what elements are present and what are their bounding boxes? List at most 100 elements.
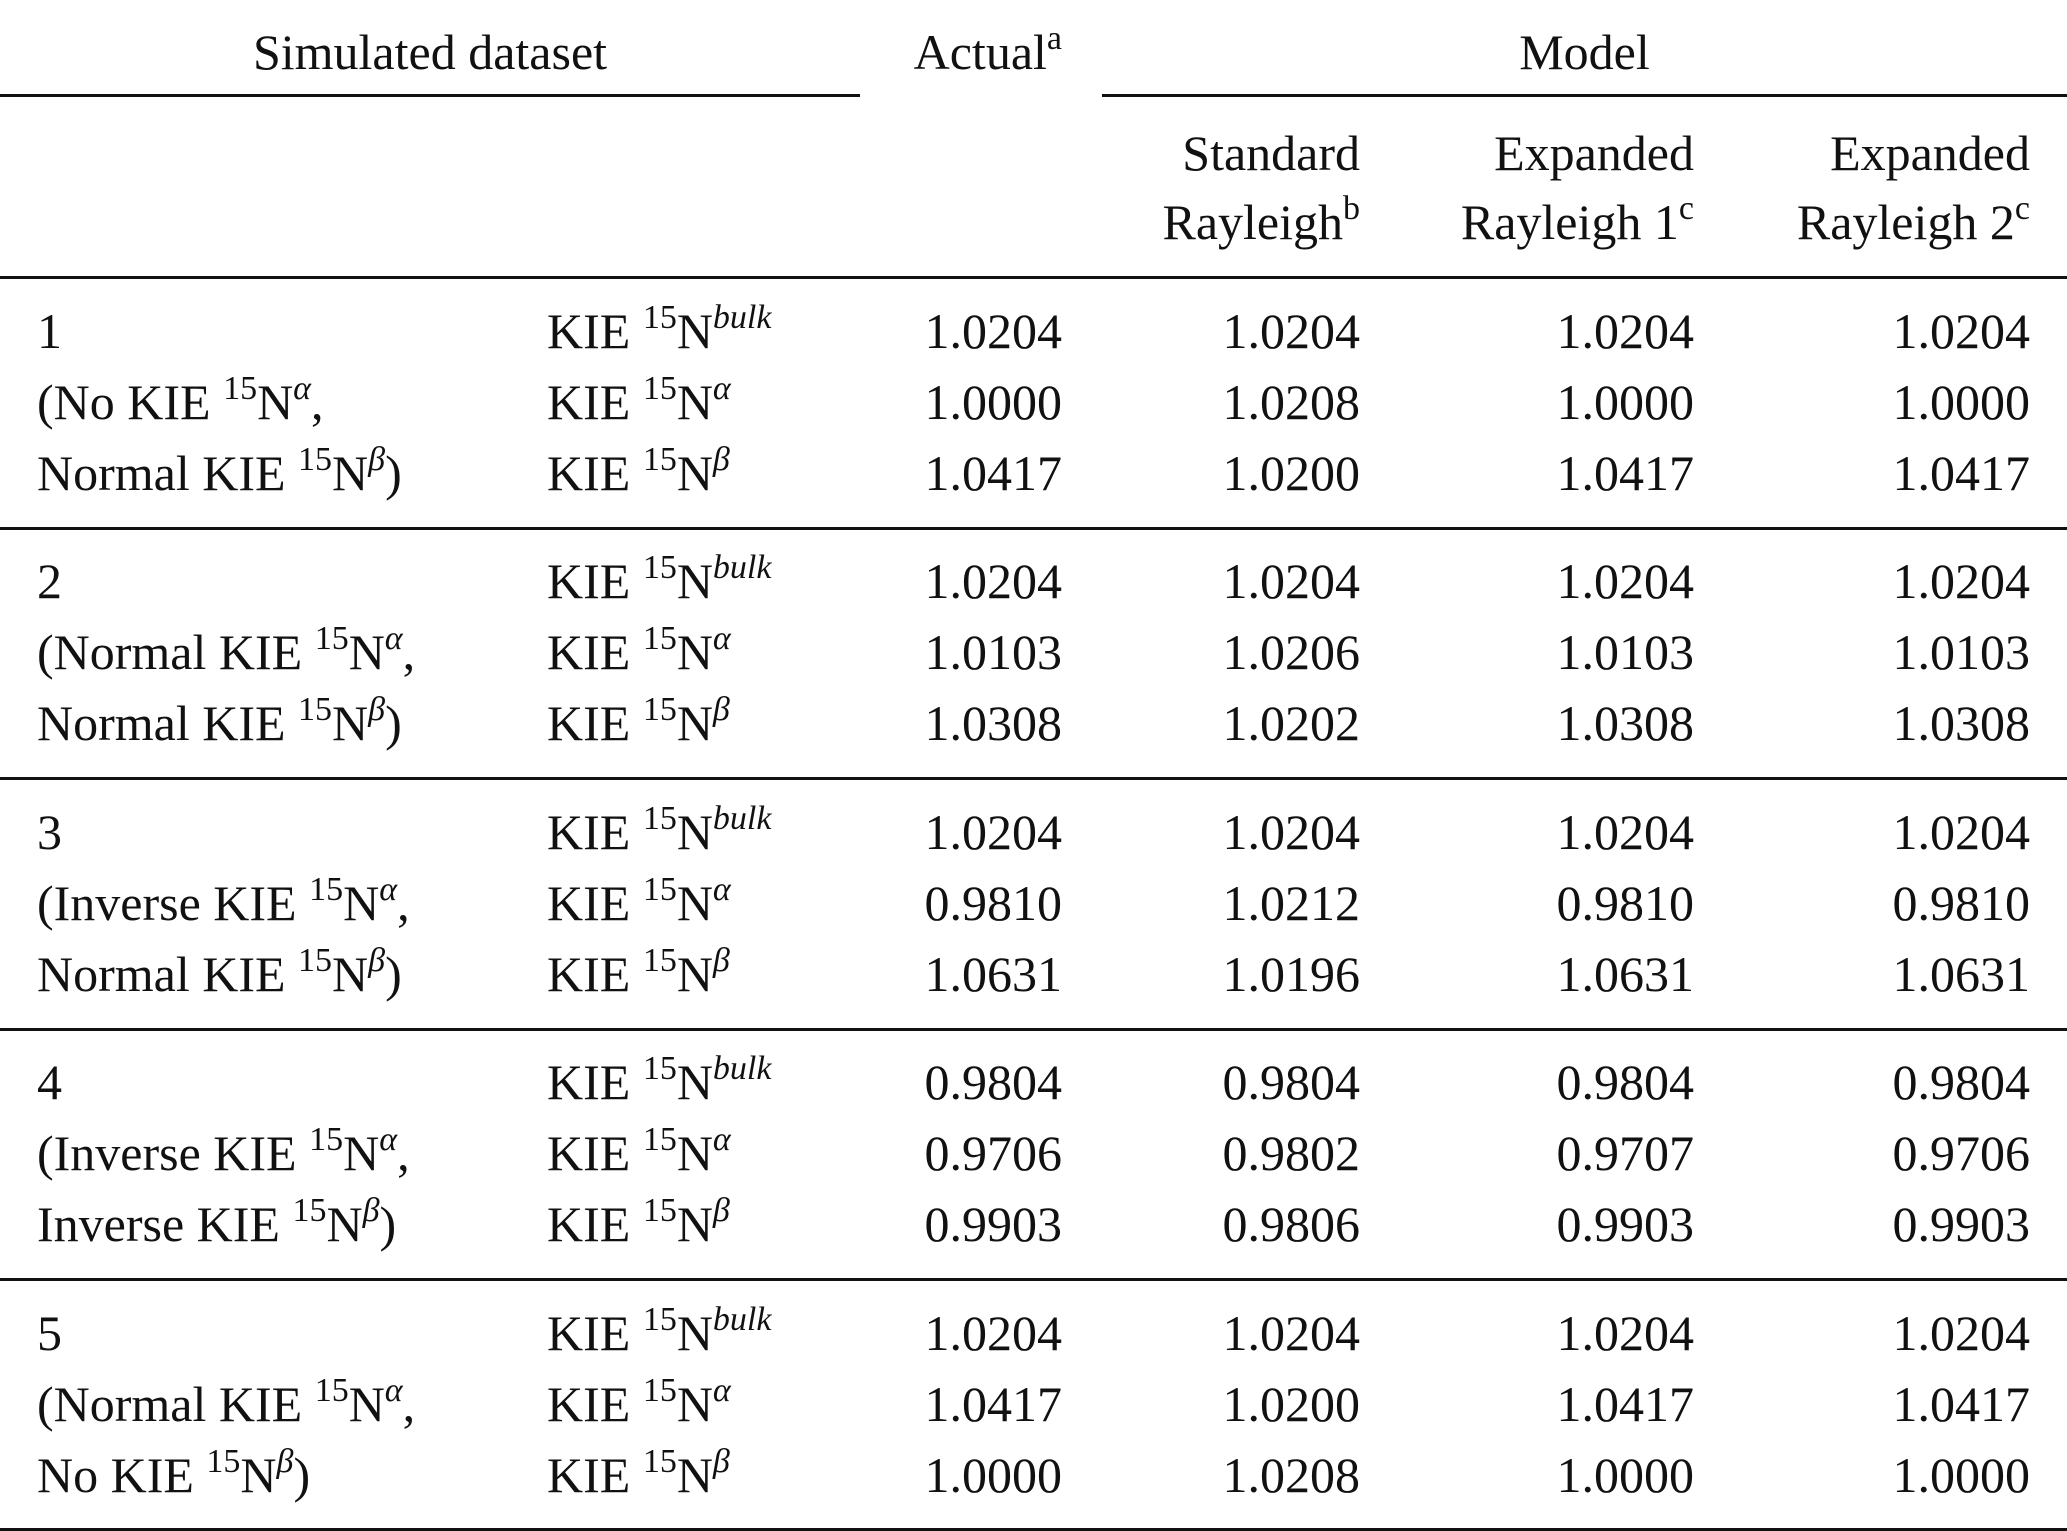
dataset-number: 5 [37,1305,62,1361]
actual-value: 1.0103 [924,624,1063,680]
position-superscript: β [368,942,386,979]
position-superscript: bulk [712,1301,772,1338]
element-symbol: N [676,1305,713,1361]
actual-value: 1.0204 [924,303,1063,359]
group-rule [0,1528,2067,1531]
actual-value: 0.9804 [924,1054,1063,1110]
element-symbol: N [332,695,369,751]
dataset-description: Normal KIE 15Nβ) [37,443,402,501]
element-symbol: N [676,553,713,609]
dataset-description: No KIE 15Nβ) [37,1445,310,1503]
description-end: ) [385,946,402,1002]
element-symbol: N [676,804,713,860]
isotope-mass: 15 [642,441,677,478]
isotope-mass: 15 [298,691,333,728]
model-value: 1.0417 [1892,445,2031,501]
footnote-marker: c [2014,190,2030,227]
description-end: ) [385,445,402,501]
isotope-mass: 15 [642,1372,677,1409]
element-symbol: N [676,303,713,359]
header-bottom-rule [0,276,2067,279]
kie-label: KIE 15Nβ [547,1445,730,1501]
isotope-mass: 15 [642,871,677,908]
model-value: 1.0103 [1556,624,1695,680]
isotope-mass: 15 [298,441,333,478]
label-prefix: KIE [547,1196,643,1252]
header-simulated-dataset: Simulated dataset [252,24,608,80]
footnote-marker: b [1343,190,1360,227]
kie-label: KIE 15Nβ [547,443,730,501]
model-value: 1.0204 [1892,1305,2031,1361]
element-symbol: N [240,1447,277,1503]
group-rule [0,1028,2067,1031]
model-value: 1.0202 [1222,695,1361,751]
element-symbol: N [676,445,713,501]
kie-label: KIE 15Nα [547,372,731,430]
isotope-mass: 15 [642,299,677,336]
label-prefix: No KIE [37,1447,207,1503]
label-prefix: KIE [547,1054,643,1110]
actual-value: 1.0000 [924,1447,1063,1503]
element-symbol: N [676,1196,713,1252]
actual-value: 1.0204 [924,1305,1063,1361]
isotope-mass: 15 [642,1301,677,1338]
header-rule-model [1102,94,2067,97]
element-symbol: N [676,946,713,1002]
position-superscript: α [379,871,398,908]
model-value: 1.0103 [1892,624,2031,680]
label-prefix: (Normal KIE [37,624,315,680]
footnote-marker: c [1678,190,1694,227]
position-superscript: α [293,370,312,407]
model-value: 1.0417 [1892,1376,2031,1432]
label-prefix: KIE [547,946,643,1002]
actual-value: 0.9903 [924,1196,1063,1252]
model-value: 1.0204 [1892,553,2031,609]
actual-value: 1.0417 [924,445,1063,501]
model-value: 1.0417 [1556,445,1695,501]
model-col-header-line2: Rayleigh 2c [1796,192,2030,250]
position-superscript: β [368,691,386,728]
dataset-number: 1 [37,303,62,359]
model-value: 1.0200 [1222,445,1361,501]
description-end: , [397,1125,410,1181]
element-symbol: N [343,875,380,931]
label-prefix: Normal KIE [37,946,299,1002]
model-value: 0.9903 [1556,1196,1695,1252]
model-value: 1.0204 [1222,553,1361,609]
kie-label: KIE 15Nα [547,622,731,678]
model-value: 1.0204 [1556,303,1695,359]
label-prefix: Normal KIE [37,445,299,501]
header-model: Model [1519,24,1650,80]
label-prefix: (Inverse KIE [37,1125,310,1181]
isotope-mass: 15 [298,942,333,979]
element-symbol: N [348,1376,385,1432]
model-value: 1.0000 [1892,374,2031,430]
kie-label: KIE 15Nα [547,1374,731,1430]
isotope-mass: 15 [642,1050,677,1087]
actual-value: 0.9706 [924,1125,1063,1181]
element-symbol: N [676,374,713,430]
model-value: 1.0000 [1556,1447,1695,1503]
actual-value: 1.0631 [924,946,1063,1002]
position-superscript: α [379,1121,398,1158]
position-superscript: β [712,1192,730,1229]
model-value: 1.0204 [1556,553,1695,609]
element-symbol: N [676,875,713,931]
model-value: 0.9806 [1222,1196,1361,1252]
model-col-name: Rayleigh 2 [1796,194,2015,250]
model-value: 0.9802 [1222,1125,1361,1181]
actual-value: 1.0308 [924,695,1063,751]
dataset-description: (Normal KIE 15Nα, [37,1374,415,1432]
label-prefix: KIE [547,303,643,359]
isotope-mass: 15 [642,370,677,407]
dataset-number: 3 [37,804,62,860]
label-prefix: (No KIE [37,374,224,430]
group-rule [0,777,2067,780]
isotope-mass: 15 [642,800,677,837]
position-superscript: β [362,1192,380,1229]
model-col-header-line2: Rayleighb [1162,192,1360,248]
label-prefix: (Normal KIE [37,1376,315,1432]
kie-label: KIE 15Nβ [547,944,730,1002]
position-superscript: α [712,1372,731,1409]
model-col-header-line1: Expanded [1830,125,2030,181]
